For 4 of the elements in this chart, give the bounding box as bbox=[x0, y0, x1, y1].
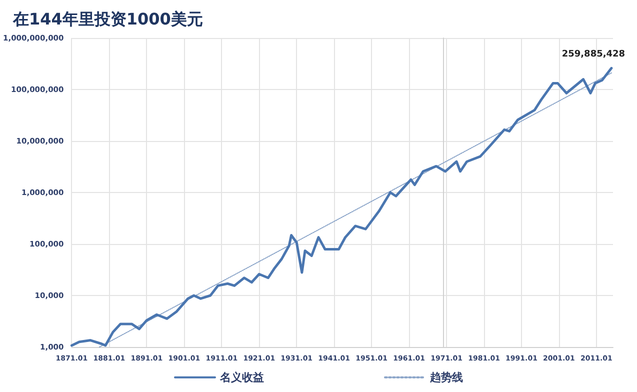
chart-title: 在144年里投资1000美元 bbox=[12, 10, 203, 28]
legend-label: 名义收益 bbox=[219, 370, 264, 384]
legend-label: 趋势线 bbox=[429, 370, 463, 384]
annotation: 259,885,428 bbox=[562, 50, 626, 60]
